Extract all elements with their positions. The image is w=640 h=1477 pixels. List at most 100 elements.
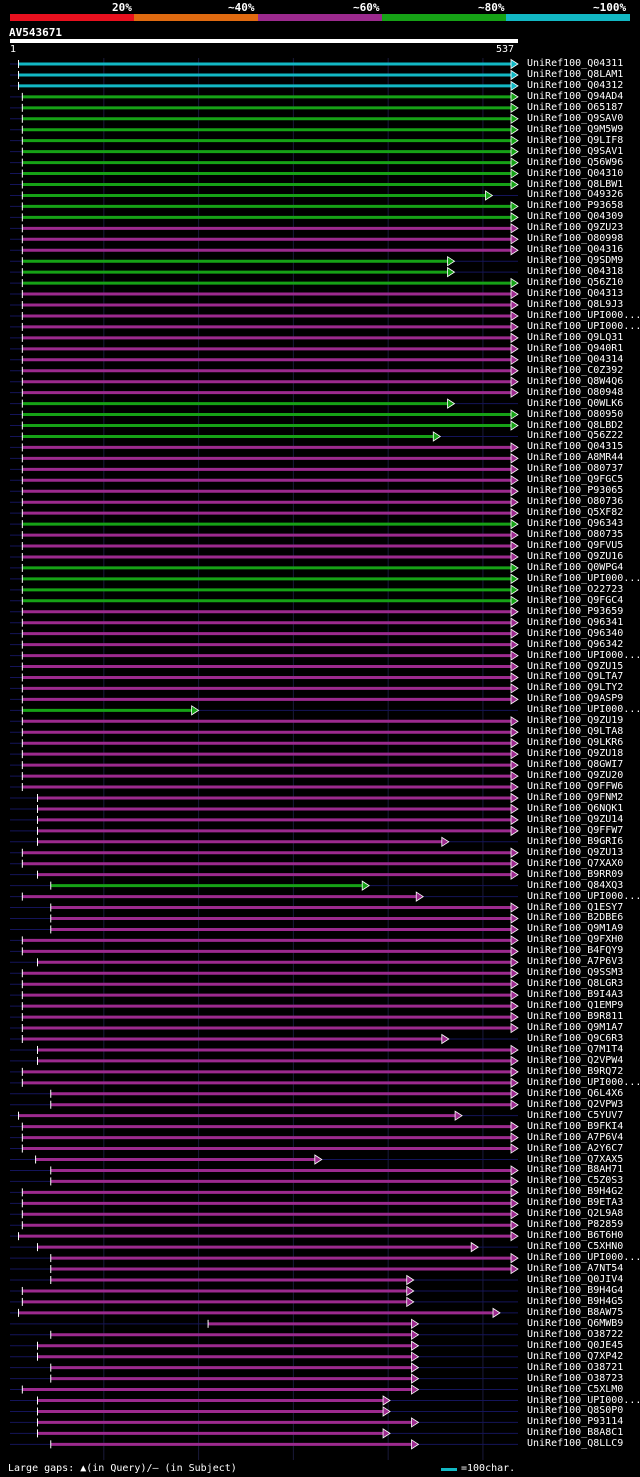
hit-label[interactable]: UniRef100_Q56Z22	[527, 430, 624, 442]
hit-label[interactable]: UniRef100_Q940R1	[527, 342, 624, 354]
hit-label[interactable]: UniRef100_Q6L4X6	[527, 1087, 624, 1099]
hit-label[interactable]: UniRef100_Q2VPW3	[527, 1098, 624, 1110]
hit-label[interactable]: UniRef100_Q2L9A8	[527, 1208, 624, 1220]
hit-label[interactable]: UniRef100_O38721	[527, 1361, 624, 1373]
hit-label[interactable]: UniRef100_B6T6H0	[527, 1230, 624, 1242]
hit-label[interactable]: UniRef100_Q9FVU5	[527, 540, 624, 552]
hit-label[interactable]: UniRef100_Q9M5W9	[527, 123, 624, 135]
hit-label[interactable]: UniRef100_UPI000...	[527, 704, 640, 716]
hit-label[interactable]: UniRef100_Q9ZU14	[527, 813, 624, 825]
hit-label[interactable]: UniRef100_UPI000...	[527, 572, 640, 584]
hit-label[interactable]: UniRef100_O80736	[527, 496, 624, 508]
hit-label[interactable]: UniRef100_Q96343	[527, 518, 624, 530]
hit-label[interactable]: UniRef100_O80948	[527, 386, 624, 398]
hit-label[interactable]: UniRef100_UPI000...	[527, 1252, 640, 1264]
hit-label[interactable]: UniRef100_Q84XQ3	[527, 879, 624, 891]
hit-label[interactable]: UniRef100_UPI000...	[527, 309, 640, 321]
hit-label[interactable]: UniRef100_O22723	[527, 583, 624, 595]
hit-label[interactable]: UniRef100_Q9ZU15	[527, 660, 624, 672]
hit-label[interactable]: UniRef100_Q9FFW6	[527, 781, 624, 793]
hit-label[interactable]: UniRef100_Q9FGC4	[527, 594, 624, 606]
hit-label[interactable]: UniRef100_Q9C6R3	[527, 1032, 624, 1044]
hit-label[interactable]: UniRef100_Q9LIF8	[527, 134, 624, 146]
hit-label[interactable]: UniRef100_Q04312	[527, 79, 624, 91]
hit-label[interactable]: UniRef100_Q9M1A7	[527, 1022, 624, 1034]
hit-label[interactable]: UniRef100_Q9M1A9	[527, 923, 624, 935]
hit-label[interactable]: UniRef100_A7P6V3	[527, 956, 624, 968]
hit-label[interactable]: UniRef100_B9I4A3	[527, 989, 624, 1001]
hit-label[interactable]: UniRef100_Q6NQK1	[527, 802, 624, 814]
hit-label[interactable]: UniRef100_Q04311	[527, 58, 624, 69]
hit-label[interactable]: UniRef100_Q7XP42	[527, 1350, 624, 1362]
hit-label[interactable]: UniRef100_Q04315	[527, 441, 624, 453]
hit-label[interactable]: UniRef100_Q96341	[527, 616, 624, 628]
hit-label[interactable]: UniRef100_Q96340	[527, 627, 624, 639]
hit-label[interactable]: UniRef100_Q04309	[527, 211, 624, 223]
hit-label[interactable]: UniRef100_Q9ZU13	[527, 846, 624, 858]
hit-label[interactable]: UniRef100_Q8LGR3	[527, 978, 624, 990]
hit-label[interactable]: UniRef100_Q9FFW7	[527, 824, 624, 836]
hit-label[interactable]: UniRef100_Q9LTA7	[527, 671, 624, 683]
hit-label[interactable]: UniRef100_Q9FGC5	[527, 474, 624, 486]
hit-label[interactable]: UniRef100_Q8L9J3	[527, 299, 624, 310]
hit-label[interactable]: UniRef100_UPI000...	[527, 890, 640, 902]
hit-label[interactable]: UniRef100_Q9ZU23	[527, 222, 624, 234]
hit-label[interactable]: UniRef100_Q04316	[527, 244, 624, 256]
hit-label[interactable]: UniRef100_Q8W4Q6	[527, 375, 624, 387]
hit-label[interactable]: UniRef100_Q0WLK6	[527, 397, 624, 409]
hit-label[interactable]: UniRef100_Q2VPW4	[527, 1054, 624, 1066]
hit-label[interactable]: UniRef100_Q7XAX0	[527, 857, 624, 869]
hit-label[interactable]: UniRef100_A8MR44	[527, 452, 624, 464]
hit-label[interactable]: UniRef100_O80998	[527, 233, 624, 245]
hit-label[interactable]: UniRef100_Q04313	[527, 288, 624, 300]
hit-label[interactable]: UniRef100_Q9LKR6	[527, 737, 624, 749]
hit-label[interactable]: UniRef100_A7P6V4	[527, 1131, 624, 1143]
hit-label[interactable]: UniRef100_P93114	[527, 1416, 624, 1428]
hit-label[interactable]: UniRef100_B9H4G5	[527, 1295, 624, 1307]
hit-label[interactable]: UniRef100_Q0JIV4	[527, 1274, 624, 1285]
hit-label[interactable]: UniRef100_Q9LTA8	[527, 726, 624, 738]
hit-label[interactable]: UniRef100_Q9SDM9	[527, 255, 624, 267]
hit-label[interactable]: UniRef100_Q9SSM3	[527, 967, 624, 979]
hit-label[interactable]: UniRef100_Q56Z10	[527, 277, 624, 289]
hit-label[interactable]: UniRef100_Q9SAV1	[527, 145, 624, 157]
hit-label[interactable]: UniRef100_Q9SAV0	[527, 112, 624, 124]
hit-label[interactable]: UniRef100_Q9FNM2	[527, 791, 624, 803]
hit-label[interactable]: UniRef100_B9RR09	[527, 868, 624, 880]
hit-label[interactable]: UniRef100_B8AH71	[527, 1164, 624, 1176]
hit-label[interactable]: UniRef100_Q8LAM1	[527, 68, 624, 80]
hit-label[interactable]: UniRef100_Q04318	[527, 266, 624, 278]
hit-label[interactable]: UniRef100_O65187	[527, 101, 624, 113]
hit-label[interactable]: UniRef100_Q9ASP9	[527, 693, 624, 705]
hit-label[interactable]: UniRef100_Q9LQ31	[527, 331, 624, 343]
hit-label[interactable]: UniRef100_B2DBE6	[527, 912, 624, 924]
hit-label[interactable]: UniRef100_Q1ESY7	[527, 901, 624, 913]
hit-label[interactable]: UniRef100_O49326	[527, 189, 624, 201]
hit-label[interactable]: UniRef100_O80950	[527, 408, 624, 420]
hit-label[interactable]: UniRef100_O80735	[527, 529, 624, 541]
hit-label[interactable]: UniRef100_Q0JE45	[527, 1339, 624, 1351]
hit-label[interactable]: UniRef100_Q8LBW1	[527, 178, 624, 190]
hit-label[interactable]: UniRef100_C5YUV7	[527, 1109, 624, 1121]
hit-label[interactable]: UniRef100_Q56W96	[527, 156, 624, 168]
hit-label[interactable]: UniRef100_Q96342	[527, 638, 624, 650]
hit-label[interactable]: UniRef100_C5Z0S3	[527, 1175, 624, 1187]
hit-label[interactable]: UniRef100_B9H4G4	[527, 1284, 624, 1296]
hit-label[interactable]: UniRef100_Q8S0P0	[527, 1405, 624, 1417]
hit-label[interactable]: UniRef100_B8AW75	[527, 1306, 624, 1318]
hit-label[interactable]: UniRef100_O38722	[527, 1328, 624, 1340]
hit-label[interactable]: UniRef100_B9ETA3	[527, 1197, 624, 1209]
hit-label[interactable]: UniRef100_Q1EMP9	[527, 1000, 624, 1012]
hit-label[interactable]: UniRef100_Q8LBD2	[527, 419, 624, 431]
hit-label[interactable]: UniRef100_B8A8C1	[527, 1427, 624, 1439]
hit-label[interactable]: UniRef100_UPI000...	[527, 1076, 640, 1088]
hit-label[interactable]: UniRef100_O38723	[527, 1372, 624, 1384]
hit-label[interactable]: UniRef100_UPI000...	[527, 1394, 640, 1406]
hit-label[interactable]: UniRef100_UPI000...	[527, 649, 640, 661]
hit-label[interactable]: UniRef100_Q8LLC9	[527, 1438, 624, 1450]
hit-label[interactable]: UniRef100_B9R811	[527, 1011, 624, 1023]
hit-label[interactable]: UniRef100_B9RQ72	[527, 1065, 624, 1077]
hit-label[interactable]: UniRef100_C5XHN0	[527, 1241, 624, 1253]
hit-label[interactable]: UniRef100_Q9LTY2	[527, 682, 624, 694]
hit-label[interactable]: UniRef100_Q9ZU16	[527, 550, 624, 562]
